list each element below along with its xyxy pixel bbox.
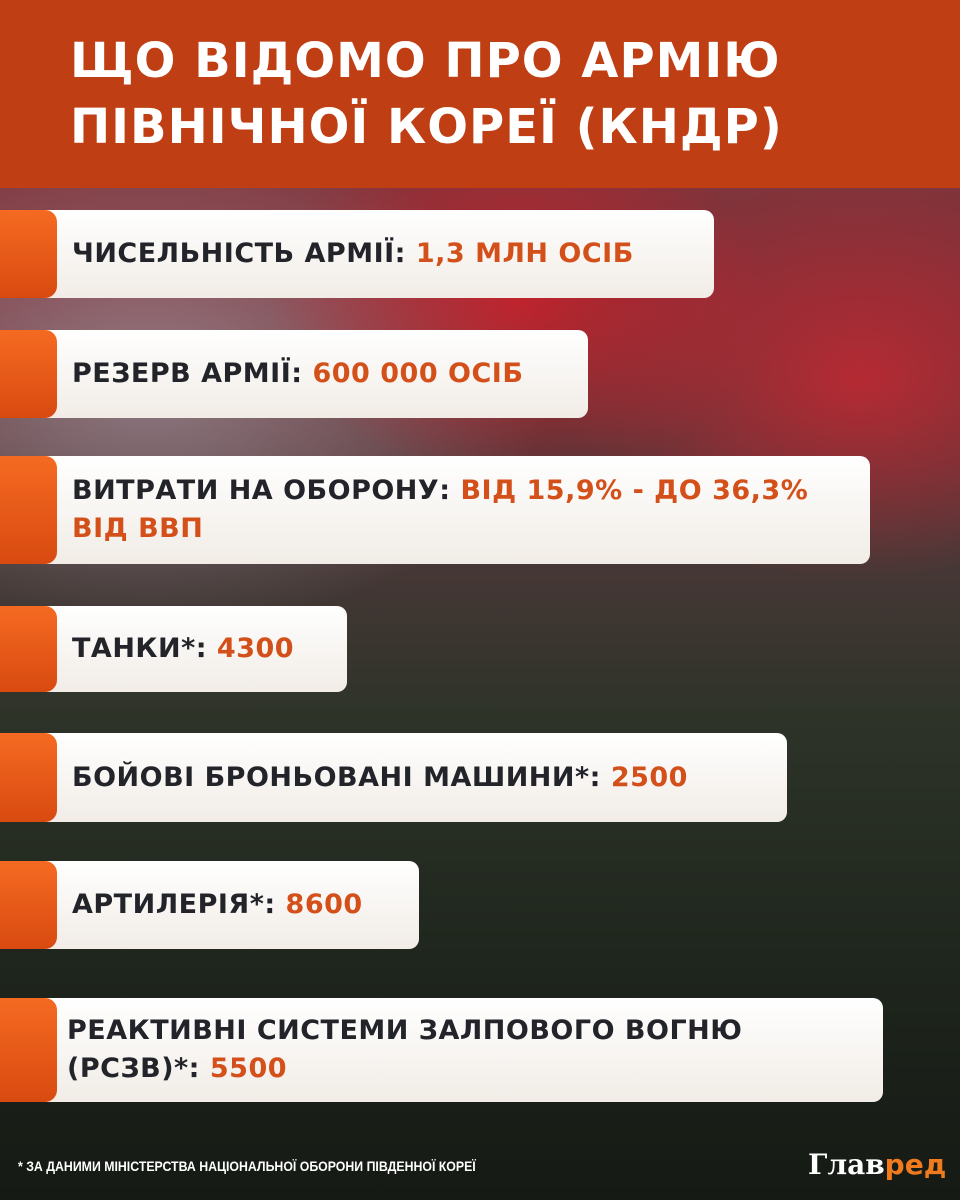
card-tab (0, 606, 57, 692)
stat-value: 8600 (285, 889, 363, 920)
stat-card-defense-spending: ВИТРАТИ НА ОБОРОНУ: ВІД 15,9% - ДО 36,3%… (0, 456, 870, 564)
glavred-logo: Главред (808, 1148, 946, 1181)
stat-label: ВИТРАТИ НА ОБОРОНУ: (72, 475, 451, 506)
card-tab (0, 733, 57, 822)
stat-label: ТАНКИ*: (72, 633, 207, 664)
stat-card-army-size: ЧИСЕЛЬНІСТЬ АРМІЇ: 1,3 МЛН ОСІБ (0, 210, 714, 298)
logo-part1: Глав (808, 1148, 885, 1181)
stat-value: 4300 (216, 633, 295, 664)
stat-value: 1,3 МЛН ОСІБ (415, 238, 634, 269)
card-tab (0, 861, 57, 949)
logo-part2: ред (884, 1148, 947, 1181)
card-tab (0, 456, 57, 564)
page-title: ЩО ВІДОМО ПРО АРМІЮ ПІВНІЧНОЇ КОРЕЇ (КНД… (70, 33, 783, 155)
stat-value: ВІД 15,9% - ДО 36,3% ВІД ВВП (72, 475, 809, 544)
stat-label: РЕАКТИВНІ СИСТЕМИ ЗАЛПОВОГО ВОГНЮ (РСЗВ)… (67, 1015, 743, 1084)
header: ЩО ВІДОМО ПРО АРМІЮ ПІВНІЧНОЇ КОРЕЇ (КНД… (0, 0, 960, 188)
stat-card-reserve: РЕЗЕРВ АРМІЇ: 600 000 ОСІБ (0, 330, 588, 418)
stat-card-artillery: АРТИЛЕРІЯ*: 8600 (0, 861, 419, 949)
stat-card-armored-vehicles: БОЙОВІ БРОНЬОВАНІ МАШИНИ*: 2500 (0, 733, 787, 822)
card-tab (0, 330, 57, 418)
stat-card-tanks: ТАНКИ*: 4300 (0, 606, 347, 692)
stat-label: БОЙОВІ БРОНЬОВАНІ МАШИНИ*: (72, 761, 601, 793)
stat-value: 5500 (209, 1053, 288, 1084)
card-tab (0, 998, 57, 1102)
stat-label: АРТИЛЕРІЯ*: (72, 889, 276, 920)
stat-value: 600 000 ОСІБ (312, 358, 524, 389)
stat-label: РЕЗЕРВ АРМІЇ: (72, 358, 303, 389)
stat-label: ЧИСЕЛЬНІСТЬ АРМІЇ: (72, 238, 406, 269)
footnote: * ЗА ДАНИМИ МІНІСТЕРСТВА НАЦІОНАЛЬНОЇ ОБ… (18, 1158, 476, 1174)
stat-value: 2500 (610, 761, 688, 793)
stat-card-mlrs: РЕАКТИВНІ СИСТЕМИ ЗАЛПОВОГО ВОГНЮ (РСЗВ)… (0, 998, 883, 1102)
card-tab (0, 210, 57, 298)
